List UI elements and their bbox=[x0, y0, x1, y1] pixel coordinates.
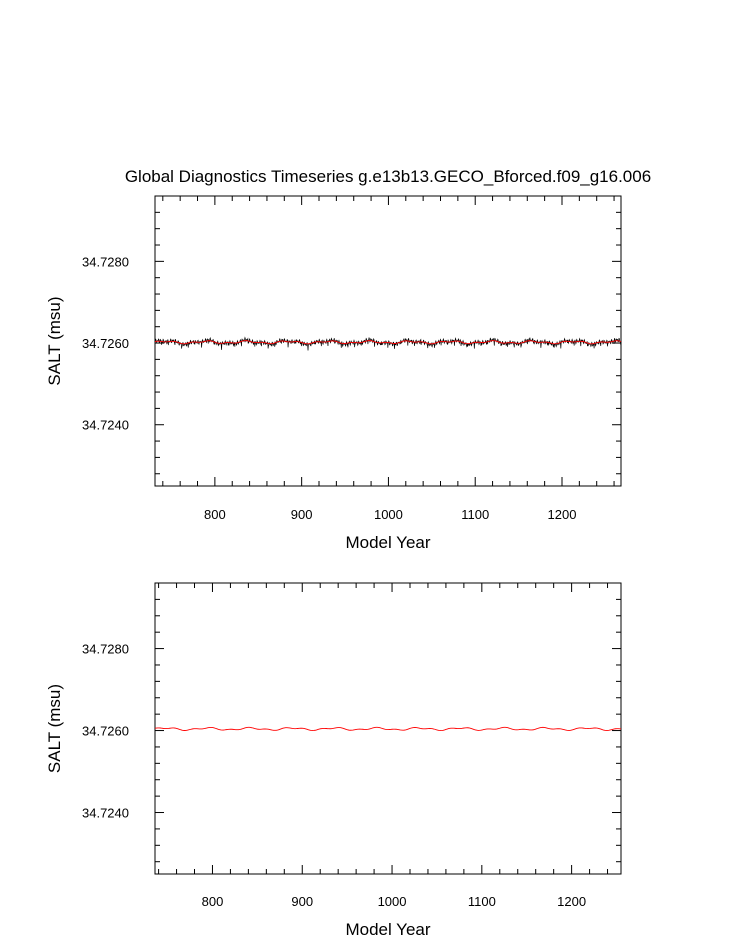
x-tick-label: 1200 bbox=[557, 894, 586, 909]
x-axis-title: Model Year bbox=[345, 533, 430, 552]
x-axis-title: Model Year bbox=[345, 920, 430, 939]
x-tick-label: 800 bbox=[202, 894, 224, 909]
y-tick-label: 34.7280 bbox=[82, 642, 129, 657]
series-line-annual bbox=[154, 340, 622, 345]
x-tick-label: 1100 bbox=[461, 507, 489, 522]
bottom-panel: 800 900 1000 1100 1200 34.7240 34.7260 34.7280 M… bbox=[45, 582, 622, 939]
x-tick-label: 900 bbox=[291, 507, 313, 522]
x-tick-label: 1100 bbox=[468, 894, 496, 909]
y-tick-label: 34.7240 bbox=[82, 418, 129, 433]
x-tick-label: 1000 bbox=[378, 894, 407, 909]
y-axis-title: SALT (msu) bbox=[45, 684, 64, 773]
x-tick-label: 1200 bbox=[548, 507, 577, 522]
top-panel: 800 900 1000 1100 1200 34.7240 34.7260 34.7280 M… bbox=[45, 195, 622, 552]
y-tick-label: 34.7240 bbox=[82, 806, 129, 821]
x-tick-label: 800 bbox=[204, 507, 226, 522]
y-tick-label: 34.7260 bbox=[82, 724, 129, 739]
series-line-annual bbox=[154, 726, 622, 731]
y-tick-label: 34.7280 bbox=[82, 254, 129, 269]
series-line-monthly bbox=[154, 336, 622, 351]
figure-title: Global Diagnostics Timeseries g.e13b13.G… bbox=[125, 167, 651, 186]
y-axis-title: SALT (msu) bbox=[45, 296, 64, 385]
x-tick-label: 900 bbox=[291, 894, 313, 909]
x-tick-label: 1000 bbox=[374, 507, 403, 522]
y-tick-label: 34.7260 bbox=[82, 336, 129, 351]
